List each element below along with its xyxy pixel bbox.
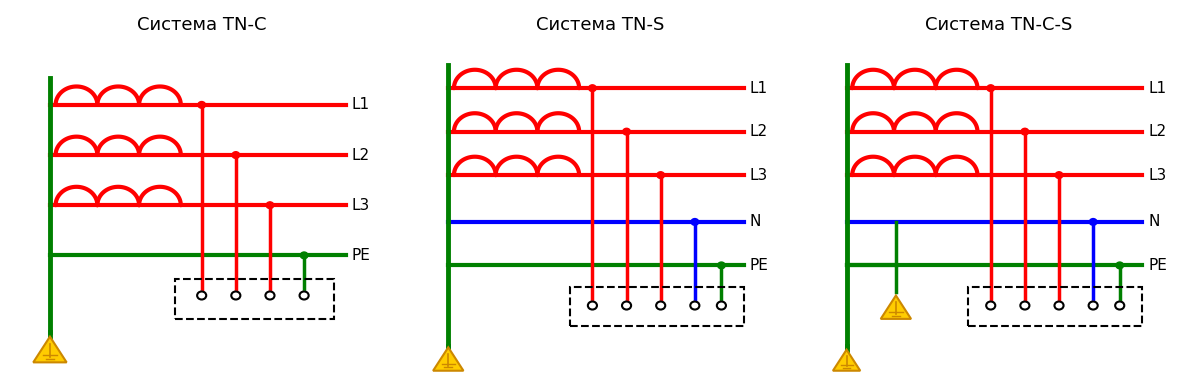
Circle shape [656, 301, 665, 310]
Text: L1: L1 [352, 97, 370, 112]
Text: L2: L2 [750, 124, 768, 139]
Circle shape [232, 291, 240, 299]
Circle shape [1055, 172, 1063, 179]
Circle shape [1021, 128, 1028, 135]
Polygon shape [881, 296, 911, 319]
Text: N: N [750, 214, 761, 230]
Circle shape [1055, 301, 1063, 310]
Circle shape [1116, 262, 1123, 269]
Circle shape [300, 252, 308, 259]
Circle shape [588, 301, 596, 310]
Polygon shape [433, 347, 463, 371]
Circle shape [986, 301, 995, 310]
Text: L3: L3 [352, 198, 370, 213]
Text: PE: PE [1148, 258, 1168, 273]
Circle shape [197, 291, 206, 299]
Circle shape [691, 218, 698, 225]
Circle shape [265, 291, 275, 299]
Title: Система TN-C-S: Система TN-C-S [925, 16, 1072, 34]
Circle shape [986, 85, 995, 92]
Text: L3: L3 [750, 168, 768, 183]
Circle shape [300, 291, 308, 299]
Title: Система TN-C: Система TN-C [137, 16, 266, 34]
Circle shape [1088, 301, 1098, 310]
Circle shape [198, 101, 205, 108]
Circle shape [1020, 301, 1030, 310]
Bar [968, 287, 1142, 326]
Polygon shape [34, 337, 67, 363]
Bar [175, 279, 335, 319]
Circle shape [1090, 218, 1097, 225]
Polygon shape [833, 350, 860, 371]
Circle shape [690, 301, 700, 310]
Text: L2: L2 [352, 147, 370, 163]
Circle shape [232, 152, 240, 158]
Circle shape [623, 128, 630, 135]
Circle shape [656, 172, 665, 179]
Circle shape [266, 202, 274, 209]
Circle shape [716, 301, 726, 310]
Text: N: N [1148, 214, 1159, 230]
Title: Система TN-S: Система TN-S [536, 16, 664, 34]
Circle shape [589, 85, 596, 92]
Text: PE: PE [352, 248, 371, 263]
Text: L3: L3 [1148, 168, 1166, 183]
Bar [570, 287, 744, 326]
Circle shape [1115, 301, 1124, 310]
Text: PE: PE [750, 258, 769, 273]
Text: L1: L1 [750, 81, 768, 96]
Text: L2: L2 [1148, 124, 1166, 139]
Circle shape [718, 262, 725, 269]
Circle shape [622, 301, 631, 310]
Text: L1: L1 [1148, 81, 1166, 96]
